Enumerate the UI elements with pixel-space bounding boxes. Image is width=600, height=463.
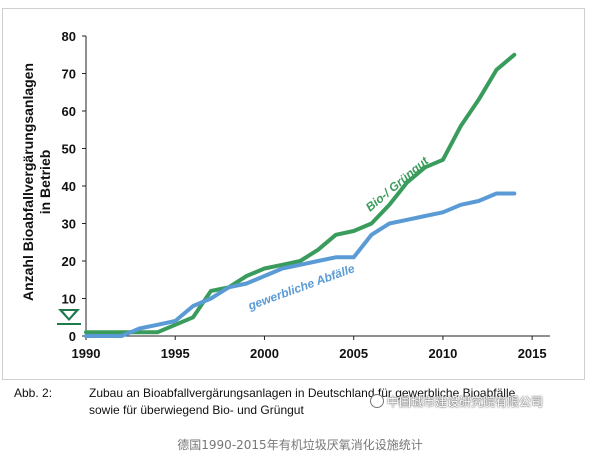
wechat-icon [370, 394, 384, 408]
tick-labels: 0 10 20 30 40 50 60 70 80 1990 1995 2000 2005 2010 201… [62, 29, 547, 361]
y-axis-label-line1: Anzahl Bioabfallvergärungsanlagen [20, 63, 36, 301]
x-tick-label: 2010 [428, 346, 457, 361]
y-tick-label: 60 [62, 104, 76, 119]
x-tick-label: 2005 [339, 346, 368, 361]
line-chart: 0 10 20 30 40 50 60 70 80 1990 1995 2000 2005 2010 201… [20, 29, 550, 361]
x-tick-label: 2000 [250, 346, 279, 361]
chart-axes [82, 35, 550, 340]
series-label-bio-gruengut: Bio-/ Grüngut [363, 153, 432, 214]
y-axis-label: Anzahl Bioabfallvergärungsanlagen in Bet… [20, 63, 53, 301]
watermark: 中国城市建设研究院有限公司 [370, 393, 543, 410]
y-tick-label: 50 [62, 142, 76, 157]
institute-logo [57, 309, 81, 325]
series-line-bio-gruengut [84, 52, 517, 335]
y-axis-label-line2: in Betrieb [37, 150, 53, 215]
caption-line-2: sowie für überwiegend Bio- und Grüngut [89, 403, 304, 417]
x-tick-label: 1990 [72, 346, 101, 361]
x-tick-label: 2015 [518, 346, 547, 361]
series-line-gewerbliche-abfaelle [84, 191, 517, 338]
chart-frame [2, 8, 585, 380]
y-tick-label: 30 [62, 217, 76, 232]
y-tick-label: 70 [62, 67, 76, 82]
caption-prefix: Abb. 2: [14, 386, 53, 400]
footer-caption: 德国1990-2015年有机垃圾厌氧消化设施统计 [177, 438, 423, 452]
caption-line-1: Zubau an Bioabfallvergärungsanlagen in D… [89, 386, 516, 400]
watermark-text: 中国城市建设研究院有限公司 [387, 395, 544, 409]
x-tick-label: 1995 [161, 346, 190, 361]
chart-series [84, 52, 517, 338]
y-tick-label: 80 [62, 29, 76, 44]
y-tick-label: 0 [69, 329, 76, 344]
y-tick-label: 40 [62, 179, 76, 194]
y-tick-label: 10 [62, 292, 76, 307]
y-tick-label: 20 [62, 254, 76, 269]
